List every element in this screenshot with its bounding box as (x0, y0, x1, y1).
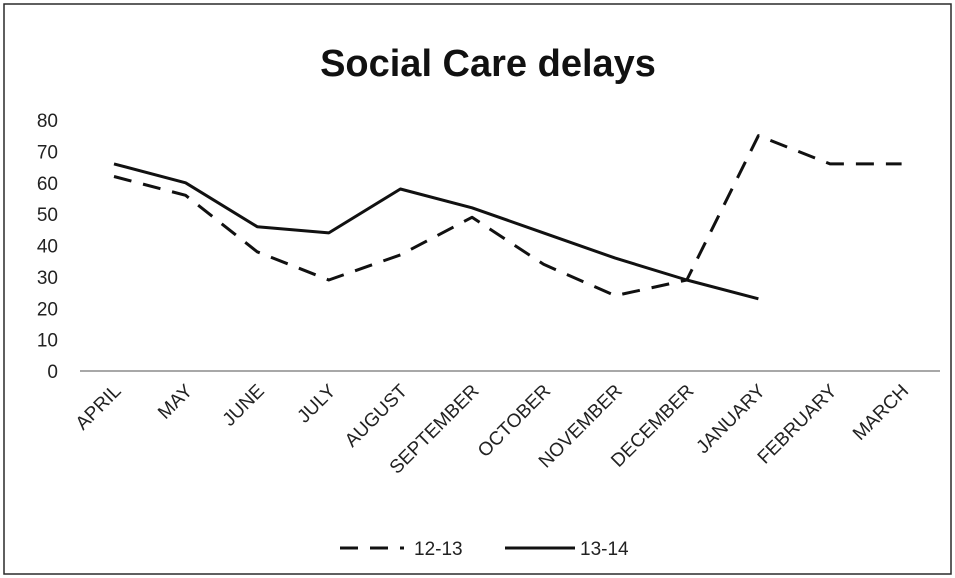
y-tick-label: 50 (37, 205, 58, 226)
y-tick-label: 70 (37, 142, 58, 163)
legend: 12-13 13-14 (340, 539, 629, 560)
y-tick-label: 60 (37, 174, 58, 195)
legend-label: 13-14 (580, 539, 629, 560)
y-tick-label: 80 (37, 111, 58, 132)
chart-frame (3, 3, 952, 575)
y-axis: 0 10 20 30 40 50 60 70 80 (37, 111, 58, 383)
y-tick-label: 10 (37, 331, 58, 352)
legend-label: 12-13 (414, 539, 463, 560)
series-lines (113, 134, 902, 301)
series-line-12-13 (113, 134, 902, 298)
y-tick-label: 30 (37, 268, 58, 289)
y-tick-label: 20 (37, 299, 58, 320)
y-tick-label: 0 (47, 362, 58, 383)
y-tick-label: 40 (37, 237, 58, 258)
series-line-13-14 (113, 162, 759, 301)
chart-title: Social Care delays (320, 43, 656, 85)
